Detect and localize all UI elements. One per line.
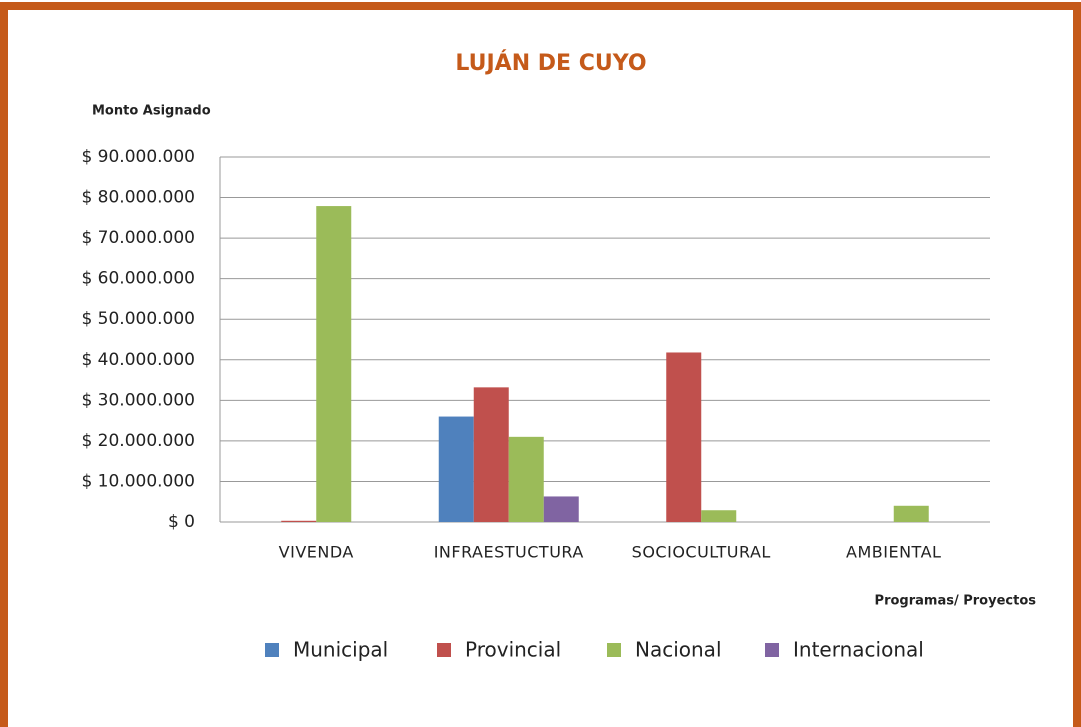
legend-swatch [765,643,779,657]
y-tick-label: $ 50.000.000 [81,309,195,329]
y-tick-label: $ 20.000.000 [81,431,195,451]
y-tick-label: $ 80.000.000 [81,188,195,208]
bar [438,416,474,522]
y-tick-label: $ 60.000.000 [81,269,195,289]
bar [508,436,544,522]
legend-swatch [607,643,621,657]
legend-label: Nacional [635,638,722,662]
bar [281,520,317,522]
x-tick-label: VIVENDA [279,543,354,562]
y-axis-title: Monto Asignado [92,104,211,119]
legend-swatch [437,643,451,657]
y-tick-label: $ 30.000.000 [81,390,195,410]
legend-label: Municipal [293,638,388,662]
y-tick-label: $ 90.000.000 [81,147,195,167]
bar [543,496,579,522]
y-tick-label: $ 40.000.000 [81,350,195,370]
legend-label: Provincial [465,638,561,662]
x-tick-label: SOCIOCULTURAL [632,543,771,562]
x-axis-title: Programas/ Proyectos [875,594,1037,609]
legend-label: Internacional [793,638,924,662]
bar [316,206,352,523]
chart-title: LUJÁN DE CUYO [455,50,646,76]
x-tick-label: AMBIENTAL [846,543,941,562]
y-tick-label: $ 0 [168,512,195,532]
legend-swatch [265,643,279,657]
y-tick-label: $ 10.000.000 [81,471,195,491]
bar [666,352,702,522]
bar [893,505,929,522]
bar [701,510,737,522]
x-tick-label: INFRAESTUCTURA [434,543,584,562]
y-tick-label: $ 70.000.000 [81,228,195,248]
bar [473,387,509,522]
